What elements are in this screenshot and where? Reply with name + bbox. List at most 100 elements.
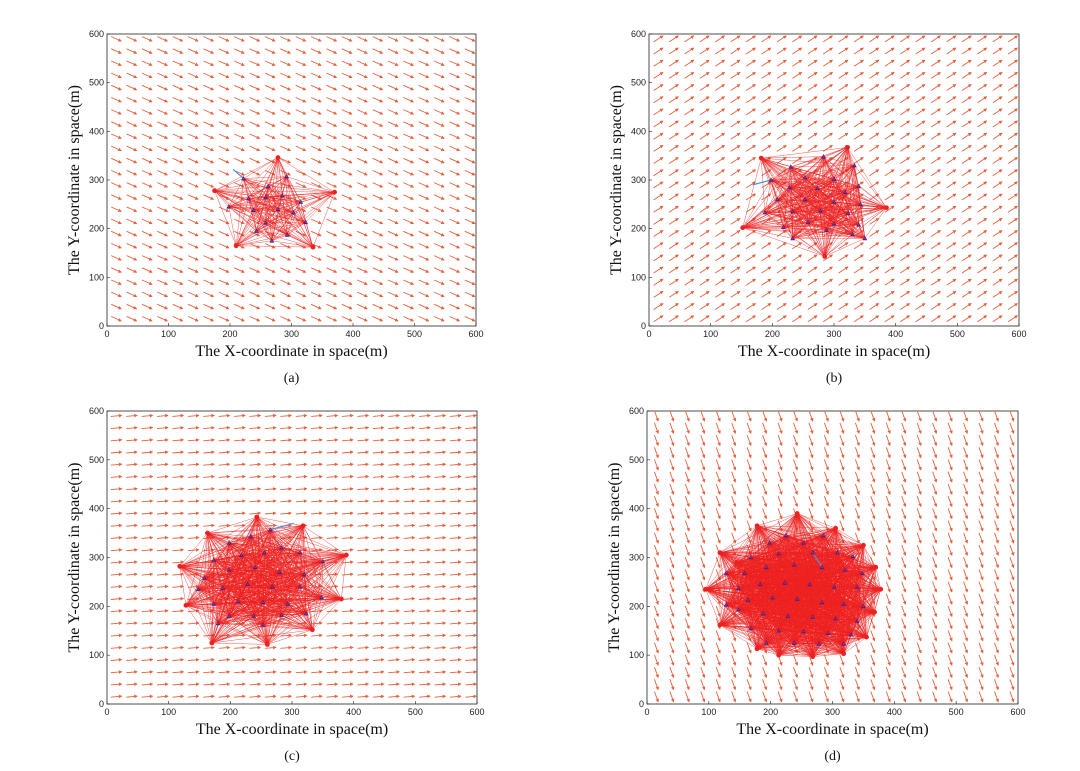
field-arrow — [249, 279, 261, 285]
field-arrow — [310, 303, 322, 310]
field-arrow — [203, 182, 215, 188]
field-arrow — [141, 218, 153, 225]
y-tick-label: 100 — [89, 272, 104, 282]
field-arrow — [187, 291, 199, 298]
field-arrow — [387, 145, 399, 152]
agent-dot — [217, 622, 219, 625]
field-arrow — [157, 145, 169, 152]
field-arrow — [264, 36, 276, 42]
field-arrow — [280, 36, 292, 42]
field-arrow — [203, 84, 215, 91]
field-arrow — [203, 243, 215, 249]
agent-dot — [791, 237, 794, 240]
field-arrow — [141, 255, 153, 261]
field-arrow — [157, 243, 169, 249]
field-arrow — [203, 157, 215, 164]
field-arrow — [172, 316, 184, 322]
agent-dot — [262, 601, 264, 604]
boundary-node — [332, 189, 337, 195]
field-arrow — [234, 145, 245, 152]
field-arrow — [203, 279, 215, 285]
field-arrow — [387, 97, 399, 103]
field-arrow — [280, 291, 292, 298]
agent-dot — [278, 571, 281, 574]
field-arrow — [218, 133, 230, 139]
field-arrow — [111, 206, 122, 212]
field-arrow — [403, 243, 415, 249]
y-axis-label: The Y-coordinate in space(m) — [608, 85, 625, 275]
boundary-node — [205, 530, 210, 536]
field-arrow — [387, 279, 399, 285]
field-arrow — [172, 97, 184, 103]
field-arrow — [357, 316, 368, 322]
agent-dot — [851, 233, 854, 236]
field-arrow — [464, 291, 476, 298]
field-arrow — [126, 206, 138, 212]
field-arrow — [449, 316, 461, 322]
x-tick-label: 400 — [346, 707, 361, 717]
field-arrow — [418, 121, 430, 127]
y-tick-label: 0 — [99, 699, 104, 709]
field-arrow — [157, 97, 169, 103]
field-arrow — [234, 279, 245, 285]
field-arrow — [326, 255, 338, 261]
field-arrow — [295, 109, 307, 115]
field-arrow — [433, 36, 445, 42]
field-arrow — [372, 157, 384, 164]
field-arrow — [280, 60, 292, 66]
field-arrow — [341, 133, 353, 139]
field-arrow — [372, 36, 384, 42]
field-arrow — [357, 267, 368, 273]
field-arrow — [295, 121, 307, 127]
field-arrow — [418, 60, 430, 66]
agent-dot — [857, 185, 860, 188]
field-arrow — [111, 157, 122, 164]
field-arrow — [218, 230, 230, 237]
field-arrow — [326, 133, 338, 139]
field-arrow — [403, 36, 415, 42]
panel-b: 0 100 200 300 400 500 6000100200300400500600Th… — [608, 29, 1027, 386]
field-arrow — [403, 97, 415, 103]
field-arrow — [157, 255, 169, 261]
field-arrow — [280, 84, 292, 91]
field-arrow — [172, 243, 184, 249]
field-arrow — [387, 133, 399, 139]
field-arrow — [249, 267, 261, 273]
field-arrow — [264, 48, 276, 54]
field-arrow — [449, 157, 461, 164]
agent-dot — [807, 221, 809, 224]
field-arrow — [141, 291, 153, 298]
field-arrow — [449, 194, 461, 200]
field-arrow — [111, 182, 122, 188]
boundary-node — [740, 225, 746, 231]
field-arrow — [418, 97, 430, 103]
agent-dot — [857, 223, 860, 226]
agent-dot — [303, 573, 306, 576]
field-arrow — [449, 230, 461, 237]
y-tick-label: 600 — [631, 29, 646, 39]
field-arrow — [372, 121, 384, 127]
field-arrow — [111, 121, 122, 127]
boundary-node — [177, 563, 183, 569]
field-arrow — [464, 267, 476, 273]
field-arrow — [326, 230, 338, 237]
agent-dot — [833, 201, 835, 203]
field-arrow — [172, 182, 184, 188]
field-arrow — [203, 255, 215, 261]
field-arrow — [449, 84, 461, 91]
field-arrow — [249, 157, 261, 164]
field-arrow — [126, 267, 138, 273]
field-arrow — [387, 182, 399, 188]
field-arrow — [341, 157, 353, 164]
field-arrow — [111, 218, 122, 225]
field-arrow — [187, 97, 199, 103]
field-arrow — [449, 243, 461, 249]
field-arrow — [157, 182, 169, 188]
field-arrow — [172, 157, 184, 164]
agent-dot — [776, 198, 779, 201]
field-arrow — [203, 60, 215, 66]
x-tick-label: 400 — [888, 329, 903, 339]
field-arrow — [310, 145, 322, 152]
field-arrow — [234, 60, 245, 66]
x-tick-label: 200 — [223, 707, 238, 717]
